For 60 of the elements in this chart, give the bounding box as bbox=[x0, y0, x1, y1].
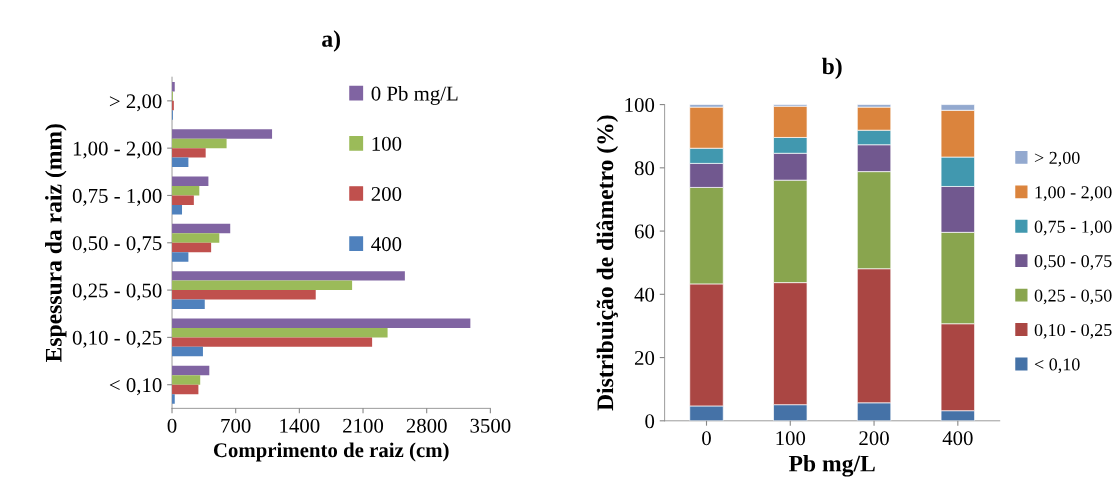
bar bbox=[172, 233, 220, 243]
bar bbox=[172, 148, 206, 158]
x-axis-title: Pb mg/L bbox=[788, 454, 875, 477]
y-axis-title: Espessura da raiz (mm) bbox=[45, 124, 67, 363]
bar bbox=[172, 280, 353, 291]
x-tick-label: 100 bbox=[776, 431, 806, 446]
legend-label: 0,50 - 0,75 bbox=[1034, 255, 1112, 270]
x-tick-label: 200 bbox=[859, 431, 889, 446]
y-tick-label: 100 bbox=[625, 97, 655, 113]
y-tick-label: 1,00 - 2,00 bbox=[73, 141, 162, 159]
bar bbox=[172, 129, 273, 139]
bar bbox=[172, 384, 199, 395]
bar bbox=[172, 195, 194, 205]
chart-title: b) bbox=[821, 57, 842, 80]
x-tick-label: 400 bbox=[942, 431, 973, 446]
legend-label: 400 bbox=[371, 237, 402, 252]
x-tick-label: 700 bbox=[221, 418, 251, 433]
bar bbox=[172, 299, 205, 310]
y-axis-title: Distribuição de diâmetro (%) bbox=[596, 115, 619, 411]
bar bbox=[172, 327, 388, 338]
legend-label: 0,10 - 0,25 bbox=[1034, 323, 1112, 339]
y-tick-label: > 2,00 bbox=[109, 94, 162, 112]
chart-title: a) bbox=[322, 30, 340, 52]
x-tick-label: 1400 bbox=[280, 418, 320, 433]
y-tick-label: 20 bbox=[634, 350, 655, 365]
y-tick-label: 0,75 - 1,00 bbox=[72, 188, 162, 206]
bar bbox=[172, 223, 231, 234]
legend-label: 0,25 - 0,50 bbox=[1034, 289, 1112, 305]
bar bbox=[172, 176, 209, 186]
y-tick-label: 60 bbox=[634, 224, 655, 239]
legend-label: < 0,10 bbox=[1034, 358, 1080, 374]
x-tick-label: 2800 bbox=[406, 418, 447, 433]
bar bbox=[172, 252, 189, 262]
bar bbox=[172, 138, 227, 149]
bar bbox=[172, 346, 203, 357]
bar bbox=[172, 271, 405, 281]
legend-label: 0,75 - 1,00 bbox=[1034, 220, 1112, 236]
y-tick-label: < 0,10 bbox=[109, 378, 162, 396]
bar bbox=[172, 365, 210, 376]
x-tick-label: 2100 bbox=[343, 418, 384, 433]
bar bbox=[172, 337, 373, 347]
legend-label: > 2,00 bbox=[1034, 151, 1080, 167]
legend-label: 1,00 - 2,00 bbox=[1035, 186, 1112, 201]
bar bbox=[172, 318, 471, 328]
x-tick-label: 3500 bbox=[470, 418, 511, 433]
y-tick-label: 80 bbox=[634, 161, 655, 176]
y-tick-label: 0,50 - 0,75 bbox=[72, 236, 162, 254]
legend-label: 100 bbox=[372, 136, 402, 151]
bar bbox=[172, 290, 316, 300]
legend-label: 200 bbox=[371, 186, 402, 202]
y-tick-label: 40 bbox=[634, 287, 655, 302]
x-tick-label: 0 bbox=[167, 418, 177, 433]
x-tick-label: 0 bbox=[702, 431, 711, 446]
y-tick-label: 0,10 - 0,25 bbox=[72, 330, 162, 348]
bar bbox=[172, 242, 212, 253]
bar bbox=[172, 375, 201, 385]
bar bbox=[172, 186, 200, 196]
legend-label: 0 Pb mg/L bbox=[371, 86, 458, 105]
x-axis-title: Comprimento de raiz (cm) bbox=[213, 442, 449, 462]
y-tick-label: 0,25 - 0,50 bbox=[72, 283, 162, 301]
